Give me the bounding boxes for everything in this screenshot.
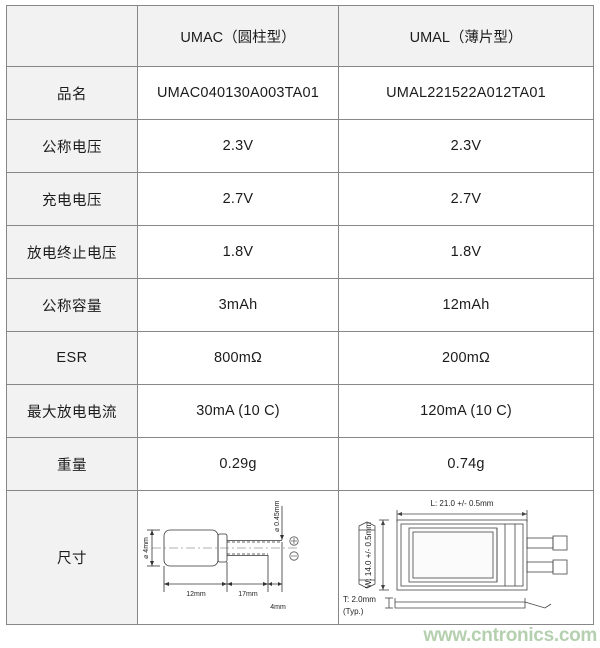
cell-umal: UMAL221522A012TA01 — [338, 66, 594, 120]
row-label: 最大放电电流 — [6, 384, 138, 438]
cell-umal: 120mA (10 C) — [338, 384, 594, 438]
specification-table: UMAC（圆柱型） UMAL（薄片型） 品名 UMAC040130A003TA0… — [6, 5, 594, 625]
column-header-umal: UMAL（薄片型） — [338, 5, 594, 67]
cell-umac: 0.29g — [137, 437, 339, 491]
row-label: 品名 — [6, 66, 138, 120]
cell-umal: 2.7V — [338, 172, 594, 226]
table-row: 公称电压 2.3V 2.3V — [6, 119, 594, 173]
cell-umal: 200mΩ — [338, 331, 594, 385]
umal-thickness-label: T: 2.0mm — [343, 595, 376, 604]
row-label: ESR — [6, 331, 138, 385]
table-row: 公称容量 3mAh 12mAh — [6, 278, 594, 332]
cell-umac: 800mΩ — [137, 331, 339, 385]
table-row-dimensions: 尺寸 — [6, 490, 594, 625]
row-label: 尺寸 — [6, 490, 138, 625]
table-row: 品名 UMAC040130A003TA01 UMAL221522A012TA01 — [6, 66, 594, 120]
table-row: 放电终止电压 1.8V 1.8V — [6, 225, 594, 279]
table-row: ESR 800mΩ 200mΩ — [6, 331, 594, 385]
cell-umac-drawing: 12mm 17mm 4mm ⌀ 4mm ⌀ 0.45mm — [137, 490, 339, 625]
umal-length-label: L: 21.0 +/- 0.5mm — [431, 499, 494, 508]
cell-umac: 3mAh — [137, 278, 339, 332]
table-header-row: UMAC（圆柱型） UMAL（薄片型） — [6, 5, 594, 67]
umac-diameter-label: ⌀ 4mm — [143, 537, 150, 559]
row-label: 重量 — [6, 437, 138, 491]
column-header-umac: UMAC（圆柱型） — [137, 5, 339, 67]
table-row: 充电电压 2.7V 2.7V — [6, 172, 594, 226]
watermark: www.cntronics.com — [423, 625, 597, 646]
cell-umac: 1.8V — [137, 225, 339, 279]
umal-width-label: W: 14.0 +/- 0.5mm — [364, 522, 373, 588]
header-blank-cell — [6, 5, 138, 67]
umal-thickness-note: (Typ.) — [343, 607, 364, 616]
cell-umal: 2.3V — [338, 119, 594, 173]
cell-umac: 30mA (10 C) — [137, 384, 339, 438]
cell-umac: UMAC040130A003TA01 — [137, 66, 339, 120]
cell-umac: 2.3V — [137, 119, 339, 173]
pouch-cell-drawing: L: 21.0 +/- 0.5mm W: 14.0 +/- 0.5mm T: 2… — [340, 492, 593, 623]
cell-umal: 1.8V — [338, 225, 594, 279]
cell-umal: 0.74g — [338, 437, 594, 491]
cell-umal: 12mAh — [338, 278, 594, 332]
row-label: 放电终止电压 — [6, 225, 138, 279]
cell-umac: 2.7V — [137, 172, 339, 226]
umac-lead-offset-label: 4mm — [270, 604, 286, 611]
row-label: 公称容量 — [6, 278, 138, 332]
umac-lead-length-label: 17mm — [238, 591, 258, 598]
row-label: 充电电压 — [6, 172, 138, 226]
cylindrical-capacitor-drawing: 12mm 17mm 4mm ⌀ 4mm ⌀ 0.45mm — [139, 492, 338, 623]
table-row: 最大放电电流 30mA (10 C) 120mA (10 C) — [6, 384, 594, 438]
cell-umal-drawing: L: 21.0 +/- 0.5mm W: 14.0 +/- 0.5mm T: 2… — [338, 490, 594, 625]
row-label: 公称电压 — [6, 119, 138, 173]
table-row: 重量 0.29g 0.74g — [6, 437, 594, 491]
umac-body-length-label: 12mm — [186, 591, 206, 598]
umac-lead-diameter-label: ⌀ 0.45mm — [274, 500, 281, 532]
